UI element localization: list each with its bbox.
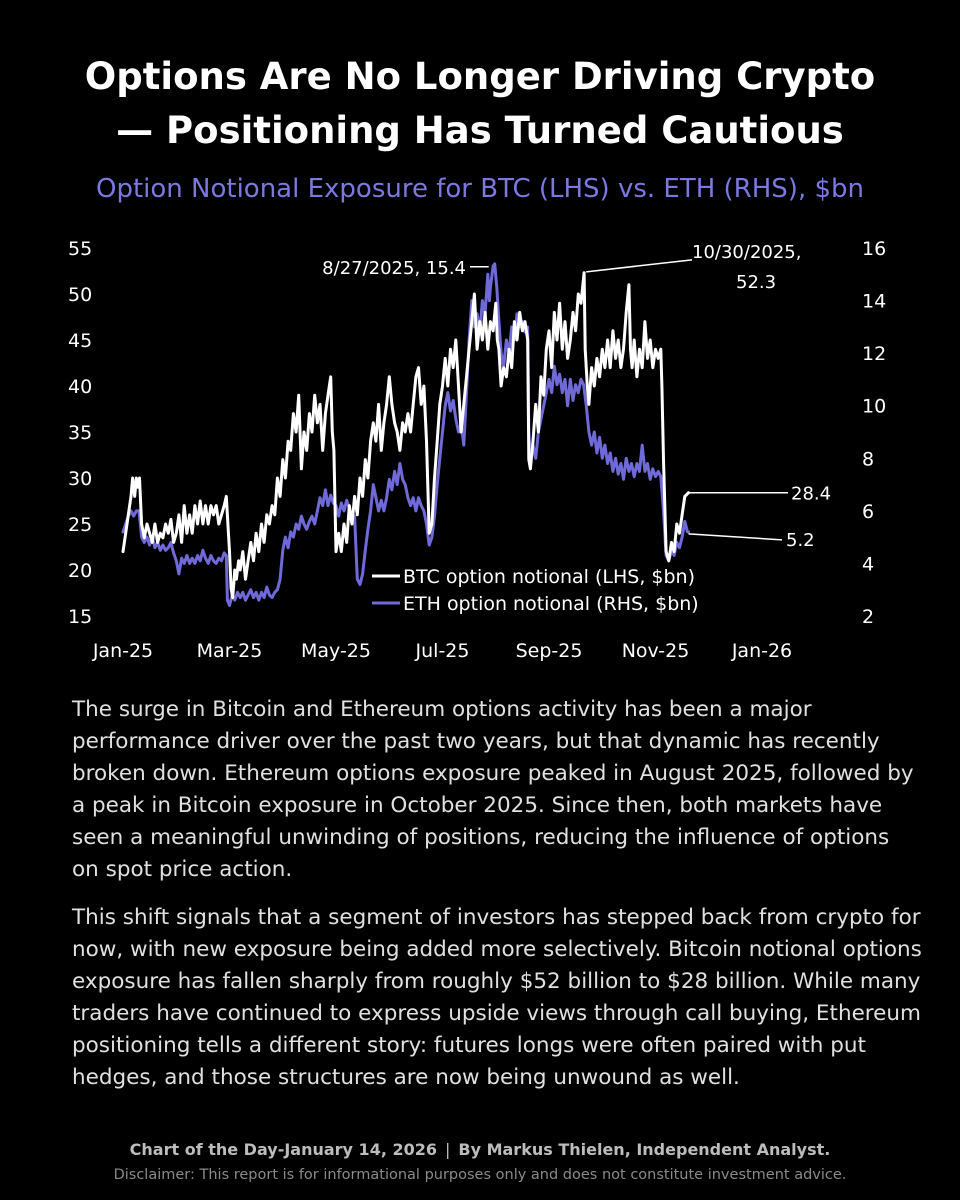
eth-last-value-label: 5.2 <box>786 530 815 551</box>
btc-peak-annotation-line1: 10/30/2025, <box>692 242 801 263</box>
y-left-tick-label: 45 <box>68 330 92 352</box>
x-tick-label: Jul-25 <box>415 640 470 662</box>
x-tick-label: Jan-26 <box>731 640 792 662</box>
page-title: Options Are No Longer Driving Crypto — P… <box>0 50 960 158</box>
y-left-tick-label: 20 <box>68 560 92 582</box>
y-left-tick-label: 25 <box>68 514 92 536</box>
chart-of-day-label: Chart of the Day-January 14, 2026 <box>129 1140 437 1159</box>
y-right-tick-label: 6 <box>862 501 874 523</box>
y-left-tick-label: 30 <box>68 468 92 490</box>
y-left-tick-label: 55 <box>68 238 92 260</box>
legend-eth-label: ETH option notional (RHS, $bn) <box>403 593 699 615</box>
x-tick-label: Nov-25 <box>622 640 690 662</box>
y-right-tick-label: 4 <box>862 553 874 575</box>
y-left-tick-label: 15 <box>68 606 92 628</box>
eth-peak-annotation: 8/27/2025, 15.4 <box>322 258 466 279</box>
y-right-tick-label: 10 <box>862 396 886 418</box>
btc-peak-annotation-line2: 52.3 <box>736 272 776 293</box>
y-right-tick-label: 2 <box>862 606 874 628</box>
eth-series-line <box>121 262 690 607</box>
author-label: By Markus Thielen, Independent Analyst. <box>458 1140 831 1159</box>
footer-credit: Chart of the Day-January 14, 2026 | By Mar… <box>0 1140 960 1159</box>
body-paragraph-1: The surge in Bitcoin and Ethereum option… <box>72 697 914 882</box>
btc-last-value-label: 28.4 <box>791 484 831 505</box>
title-line-2: — Positioning Has Turned Cautious <box>116 109 844 152</box>
btc-series-line <box>121 271 690 600</box>
y-left-tick-label: 50 <box>68 284 92 306</box>
x-tick-label: Sep-25 <box>516 640 583 662</box>
disclaimer: Disclaimer: This report is for informati… <box>113 1167 847 1183</box>
btc-peak-leader-line <box>586 259 693 273</box>
y-right-tick-label: 16 <box>862 238 886 260</box>
x-tick-label: Jan-25 <box>92 640 153 662</box>
title-line-1: Options Are No Longer Driving Crypto <box>84 55 876 98</box>
legend-btc-label: BTC option notional (LHS, $bn) <box>403 566 695 588</box>
y-right-tick-label: 8 <box>862 448 874 470</box>
footer-separator: | <box>445 1140 451 1159</box>
y-left-tick-label: 35 <box>68 422 92 444</box>
y-left-tick-label: 40 <box>68 376 92 398</box>
options-notional-chart: 15 20 25 30 35 40 45 50 55 2 4 6 8 10 12 14 16 Jan-25 Mar-… <box>68 238 886 662</box>
y-right-tick-label: 14 <box>862 291 886 313</box>
chart-title: Option Notional Exposure for BTC (LHS) v… <box>95 174 864 204</box>
body-paragraph-2: This shift signals that a segment of inv… <box>72 905 922 1090</box>
x-tick-label: Mar-25 <box>197 640 263 662</box>
y-right-tick-label: 12 <box>862 343 886 365</box>
x-tick-label: May-25 <box>301 640 371 662</box>
eth-last-leader-line <box>688 533 783 541</box>
